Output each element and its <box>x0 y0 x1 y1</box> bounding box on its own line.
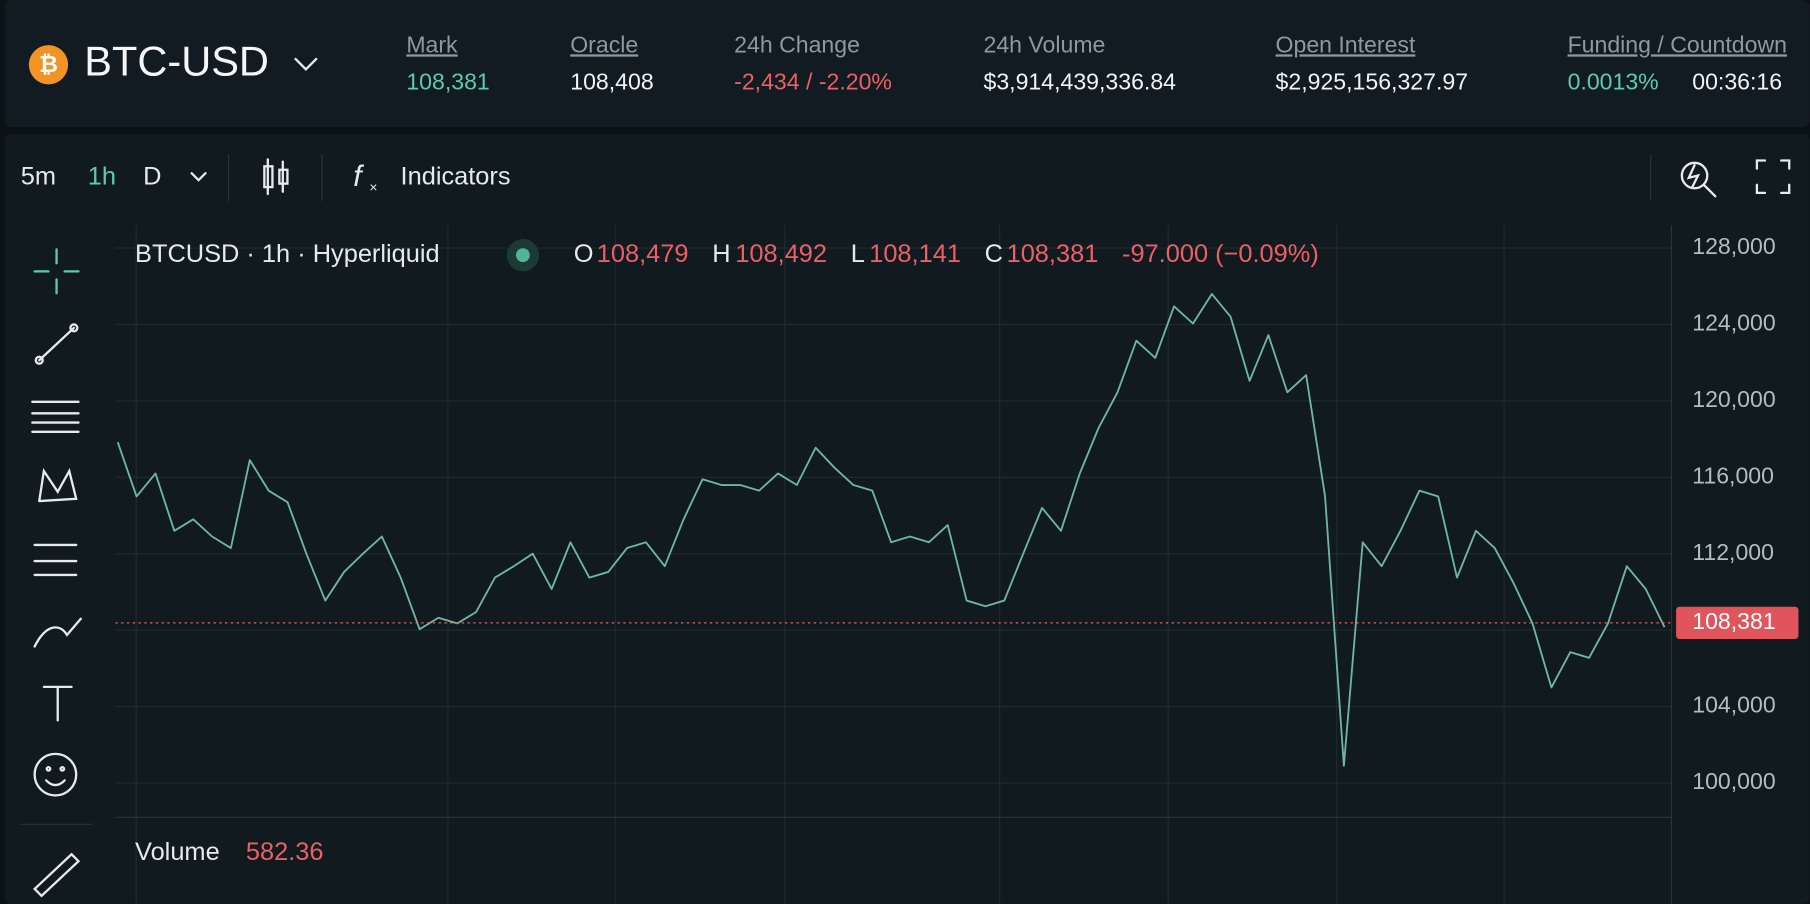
legend-key: O <box>574 240 594 268</box>
stat-label[interactable]: Oracle <box>570 31 638 57</box>
stat-label[interactable]: Funding / Countdown <box>1568 31 1787 57</box>
stat-value: $2,925,156,327.97 <box>1276 68 1469 94</box>
stat-label[interactable]: Mark <box>406 31 458 57</box>
legend-key: L <box>851 240 865 268</box>
header-bar <box>4 0 1810 128</box>
plot-area: 100,000104,000108,000112,000116,000120,0… <box>115 225 1799 904</box>
stat-label: 24h Volume <box>983 31 1105 57</box>
legend-key: H <box>712 240 730 268</box>
y-tick-label: 124,000 <box>1692 310 1775 336</box>
stat-value: -2,434 / -2.20% <box>734 68 892 94</box>
stat-label[interactable]: Open Interest <box>1276 31 1416 57</box>
volume-value: 582.36 <box>246 838 324 866</box>
chart-panel <box>4 133 1810 904</box>
legend-change: -97.000 (−0.09%) <box>1122 240 1319 268</box>
last-price-label: 108,381 <box>1692 608 1775 634</box>
fx-icon[interactable]: × <box>369 179 377 195</box>
interval-dropdown[interactable] <box>190 172 207 182</box>
stat-value: 108,408 <box>570 68 653 94</box>
last-price-tag <box>1676 606 1799 640</box>
y-tick-label: 112,000 <box>1692 539 1774 565</box>
legend-value: 108,492 <box>735 240 827 268</box>
y-tick-label: 104,000 <box>1692 692 1775 718</box>
symbol[interactable]: BTC-USD <box>84 38 269 85</box>
stat-value: $3,914,439,336.84 <box>983 68 1176 94</box>
y-tick-label: 128,000 <box>1692 233 1775 259</box>
btc-logo <box>28 45 69 85</box>
interval[interactable]: 5m <box>21 163 56 191</box>
legend-value: 108,479 <box>597 240 689 268</box>
volume-label: Volume <box>135 838 220 866</box>
fx-icon[interactable]: f <box>353 160 364 193</box>
candle-type[interactable] <box>263 158 289 196</box>
legend-value: 108,141 <box>869 240 961 268</box>
legend-value: 108,381 <box>1007 240 1099 268</box>
btc-logo-glyph: ₿ <box>39 51 58 77</box>
symbol-dropdown[interactable] <box>294 57 318 71</box>
stat-value: 108,381 <box>406 68 489 94</box>
quick-search[interactable] <box>1680 161 1717 198</box>
stats: Mark 108,381 Oracle 108,408 24h Change -… <box>406 31 1787 94</box>
drawing-tools[interactable] <box>31 248 82 898</box>
legend-title: BTCUSD · 1h · Hyperliquid <box>135 240 440 268</box>
y-tick-label: 116,000 <box>1692 462 1774 488</box>
stat-label: 24h Change <box>734 31 860 57</box>
y-tick-label: 120,000 <box>1692 386 1775 412</box>
interval[interactable]: 1h <box>88 163 116 191</box>
indicators-button[interactable]: Indicators <box>401 163 511 191</box>
y-tick-label: 100,000 <box>1692 768 1775 794</box>
stat-value: 0.0013% <box>1568 68 1659 94</box>
interval[interactable]: D <box>143 163 161 191</box>
status-dot <box>515 248 530 263</box>
price-line <box>116 293 1666 767</box>
countdown: 00:36:16 <box>1692 68 1782 94</box>
legend-key: C <box>985 240 1003 268</box>
fullscreen[interactable] <box>1755 159 1791 195</box>
